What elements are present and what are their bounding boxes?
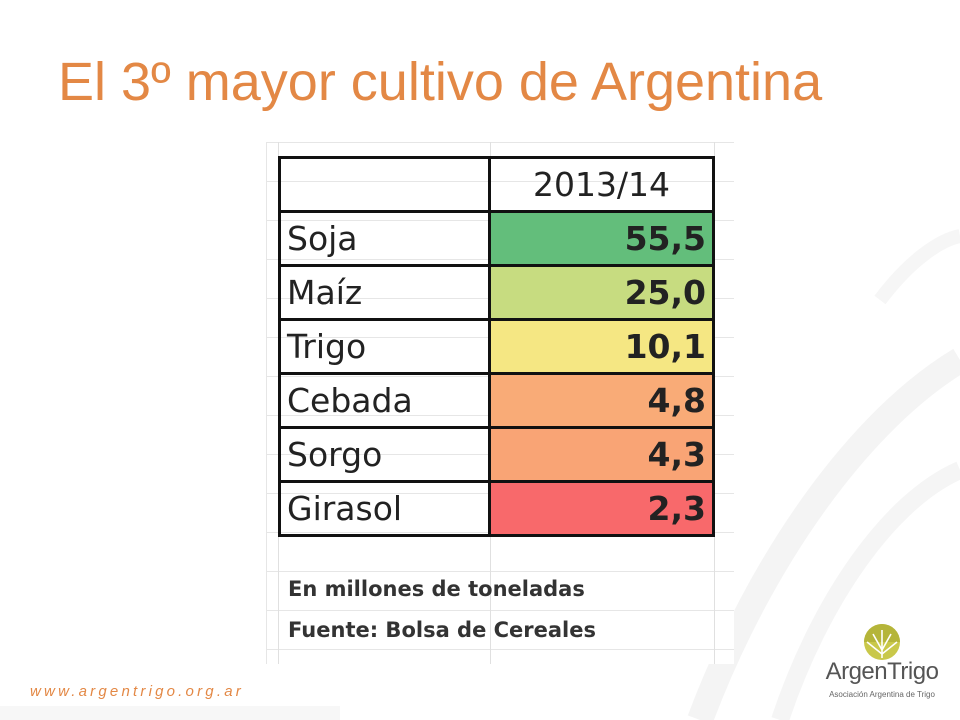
- table-row: Sorgo 4,3: [278, 426, 715, 483]
- crop-production-table: 2013/14 Soja 55,5 Maíz 25,0 Trigo 10,1 C…: [278, 156, 715, 537]
- wheat-sun-emblem-icon: [864, 624, 900, 660]
- header-year-cell: 2013/14: [488, 156, 715, 213]
- table-row: Girasol 2,3: [278, 480, 715, 537]
- slide-title: El 3º mayor cultivo de Argentina: [58, 52, 823, 112]
- crop-value-cell: 25,0: [488, 264, 715, 321]
- crop-name-cell: Sorgo: [278, 426, 491, 483]
- crop-name-cell: Maíz: [278, 264, 491, 321]
- crop-name-cell: Soja: [278, 210, 491, 267]
- argentrigo-logo: ArgenTrigo Asociación Argentina de Trigo: [820, 618, 944, 714]
- crop-name-cell: Trigo: [278, 318, 491, 375]
- crop-name-cell: Cebada: [278, 372, 491, 429]
- table-row: Soja 55,5: [278, 210, 715, 267]
- table-row: Cebada 4,8: [278, 372, 715, 429]
- crop-name-cell: Girasol: [278, 480, 491, 537]
- footer-website-link[interactable]: www.argentrigo.org.ar: [30, 683, 244, 700]
- units-note: En millones de toneladas: [288, 577, 585, 601]
- source-note: Fuente: Bolsa de Cereales: [288, 618, 596, 642]
- table-row: Trigo 10,1: [278, 318, 715, 375]
- crop-value-cell: 4,8: [488, 372, 715, 429]
- crop-value-cell: 55,5: [488, 210, 715, 267]
- table-header-row: 2013/14: [278, 156, 715, 213]
- logo-name: ArgenTrigo: [825, 658, 939, 685]
- logo-subtitle: Asociación Argentina de Trigo: [829, 690, 935, 699]
- header-empty-cell: [278, 156, 491, 213]
- table-row: Maíz 25,0: [278, 264, 715, 321]
- crop-value-cell: 10,1: [488, 318, 715, 375]
- crop-value-cell: 2,3: [488, 480, 715, 537]
- crop-value-cell: 4,3: [488, 426, 715, 483]
